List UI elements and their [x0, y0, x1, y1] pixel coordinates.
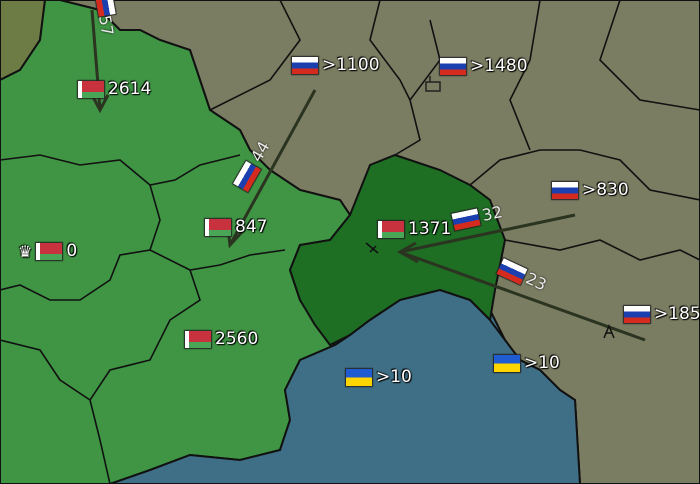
region-label-r7[interactable]: >830	[552, 180, 629, 200]
attack-count-a1: 57	[95, 13, 118, 38]
troop-count: >1100	[322, 55, 380, 75]
belarus-flag-icon	[205, 218, 231, 236]
belarus-flag-icon	[36, 242, 63, 260]
sea-area	[109, 288, 582, 484]
region-label-r11[interactable]: >185	[624, 304, 700, 324]
region-label-r1[interactable]: >1100	[292, 55, 380, 75]
russia-flag-icon	[624, 305, 650, 323]
russia-flag-icon	[440, 57, 466, 75]
russia-flag-icon	[292, 56, 318, 74]
ukraine-flag-icon	[494, 354, 520, 372]
region-label-r9[interactable]: >10	[346, 367, 412, 387]
troop-count: 1371	[408, 219, 452, 239]
region-label-r6[interactable]: 1371	[378, 219, 451, 239]
belarus-flag-icon	[185, 330, 211, 348]
region-label-r3[interactable]: 2614	[78, 79, 151, 99]
region-label-r5[interactable]: 847	[205, 217, 267, 237]
russia-flag-icon	[552, 181, 578, 199]
troop-count: >185	[654, 304, 700, 324]
crown-icon: ♛	[18, 241, 33, 261]
troop-count: >10	[376, 367, 412, 387]
belarus-flag-icon	[78, 80, 104, 98]
troop-count: 2614	[108, 79, 152, 99]
tower-icon[interactable]	[603, 324, 615, 339]
troop-count: >1480	[470, 56, 528, 76]
attack-arrow-a3	[399, 213, 576, 254]
troop-count: >830	[582, 180, 629, 200]
troop-count: >10	[524, 353, 560, 373]
ukraine-flag-icon	[346, 368, 372, 386]
troop-count: 0	[66, 241, 78, 261]
region-label-r8[interactable]: 2560	[185, 329, 258, 349]
attack-arrowhead-a1	[90, 94, 110, 114]
factory-icon[interactable]	[425, 76, 441, 92]
attack-arrow-a2	[228, 89, 317, 246]
region-label-r10[interactable]: >10	[494, 353, 560, 373]
troop-count: 2560	[215, 329, 259, 349]
attack-arrowhead-a3	[396, 241, 419, 264]
railway-icon[interactable]	[365, 242, 379, 254]
troop-count: 847	[235, 217, 268, 237]
region-label-r2[interactable]: >1480	[440, 56, 528, 76]
region-label-r4[interactable]: ♛ 0	[18, 241, 77, 261]
attack-arrow-a4	[399, 250, 646, 342]
belarus-flag-icon	[378, 220, 404, 238]
